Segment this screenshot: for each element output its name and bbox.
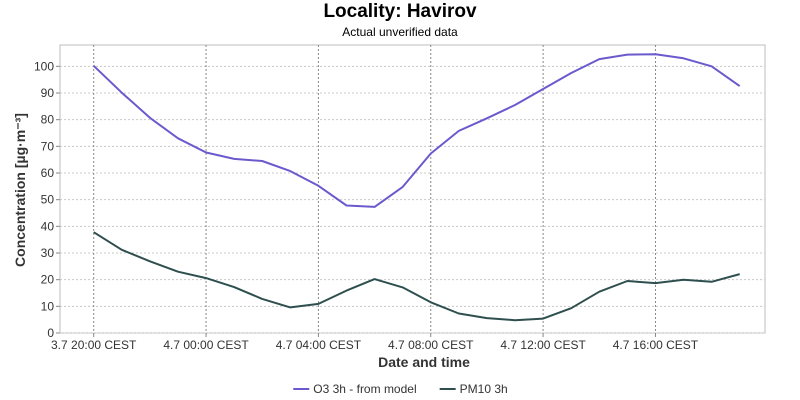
series-line-1 bbox=[93, 231, 740, 322]
y-tick-label: 80 bbox=[41, 113, 55, 127]
y-tick-label: 0 bbox=[47, 326, 54, 340]
x-tick-label: 3.7 20:00 CEST bbox=[51, 338, 137, 352]
x-axis-title: Date and time bbox=[378, 354, 470, 370]
y-tick-label: 60 bbox=[41, 166, 55, 180]
chart-subtitle: Actual unverified data bbox=[342, 25, 458, 39]
y-tick-label: 90 bbox=[41, 86, 55, 100]
chart-title: Locality: Havirov bbox=[323, 1, 477, 22]
y-tick-label: 50 bbox=[41, 193, 55, 207]
series-line-0 bbox=[93, 53, 741, 208]
x-tick-label: 4.7 12:00 CEST bbox=[500, 338, 586, 352]
y-tick-label: 10 bbox=[41, 299, 55, 313]
plot-area bbox=[59, 44, 766, 334]
legend-label-1: PM10 3h bbox=[460, 382, 508, 396]
series-group bbox=[93, 53, 741, 322]
y-tick-label: 100 bbox=[34, 59, 54, 73]
y-tick-label: 40 bbox=[41, 219, 55, 233]
x-tick-label: 4.7 16:00 CEST bbox=[613, 338, 699, 352]
x-axis-ticks: 3.7 20:00 CEST 4.7 00:00 CEST 4.7 04:00 CE… bbox=[51, 333, 699, 352]
x-tick-label: 4.7 08:00 CEST bbox=[388, 338, 474, 352]
legend-label-0: O3 3h - from model bbox=[313, 382, 416, 396]
y-tick-label: 70 bbox=[41, 139, 55, 153]
y-tick-label: 20 bbox=[41, 273, 55, 287]
y-axis-ticks: 0 10 20 30 40 50 60 70 80 90 100 bbox=[34, 59, 60, 340]
legend: O3 3h - from model PM10 3h bbox=[293, 382, 508, 396]
x-tick-label: 4.7 00:00 CEST bbox=[163, 338, 249, 352]
y-axis-title: Concentration [µg·m⁻³] bbox=[12, 113, 28, 267]
gridlines bbox=[60, 45, 765, 334]
x-tick-label: 4.7 04:00 CEST bbox=[276, 338, 362, 352]
y-tick-label: 30 bbox=[41, 246, 55, 260]
